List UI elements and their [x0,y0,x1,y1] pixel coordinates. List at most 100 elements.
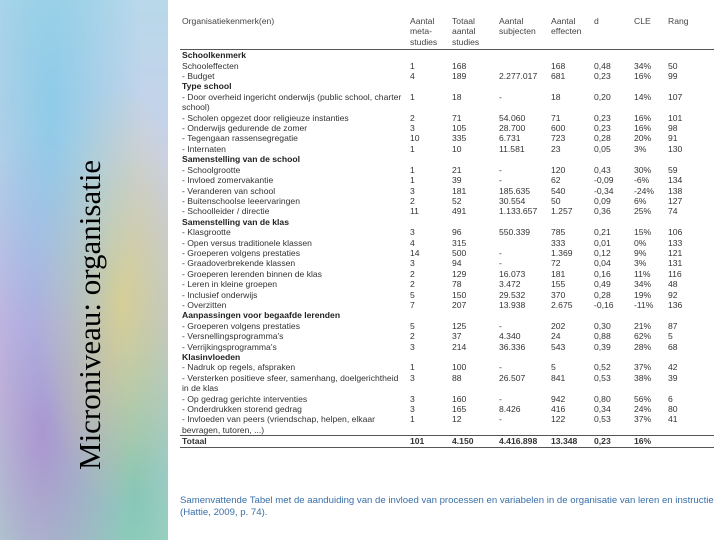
cell: 0,28 [594,289,611,300]
table-row: - Op gedrag gerichte interventies 3 160 - 94… [180,394,714,404]
cell: 0,53 [594,414,611,425]
column-header: Organisatiekenmerk(en) [182,16,275,26]
cell: 333 [551,237,566,248]
column-header: Aantal subjecten [499,16,536,37]
table-row: - Door overheid ingericht onderwijs (pub… [180,92,714,113]
cell: 74 [668,206,678,217]
cell: 28.700 [499,123,526,134]
cell: 3 [410,258,415,269]
cell: 38% [634,372,652,383]
cell: 10 [452,143,462,154]
cell: 9% [634,247,647,258]
row-label: - Internaten [182,143,226,154]
row-label: - Buitenschoolse leeervaringen [182,195,300,206]
cell: 2 [410,268,415,279]
cell: 2 [410,112,415,123]
cell: 0,36 [594,206,611,217]
cell: 416 [551,404,566,415]
row-label: - Open versus traditionele klassen [182,237,312,248]
row-label: Totaal [182,436,207,447]
cell: 68 [668,341,678,352]
cell: 4.150 [452,436,474,447]
cell: 78 [452,279,462,290]
table-row: - Verrijkingsprogramma's 3 214 36.336 543 0,3… [180,342,714,352]
row-label: - Budget [182,71,215,82]
cell: 3 [410,372,415,383]
row-label: - Groeperen volgens prestaties [182,247,300,258]
cell: 11% [634,268,651,279]
cell: 1 [410,414,415,425]
cell: 335 [452,133,467,144]
section-label: Schoolkenmerk [182,50,246,61]
cell: 5 [551,362,556,373]
cell: 25% [634,206,652,217]
cell: 16% [634,436,652,447]
table-row: - Scholen opgezet door religieuze instan… [180,113,714,123]
cell: 0,05 [594,143,611,154]
cell: 80 [668,404,678,415]
row-label: - Invloed zomervakantie [182,175,274,186]
cell: 87 [668,320,678,331]
cell: -11% [634,299,654,310]
column-header: Aantal effecten [551,16,582,37]
cell: 0,23 [594,123,611,134]
table: Organisatiekenmerk(en) Aantal meta-studie… [180,16,714,448]
cell: 71 [452,112,462,123]
row-label: - Klasgrootte [182,227,231,238]
cell: 96 [452,227,462,238]
section-row: Schoolkenmerk [180,50,714,61]
row-label: - Op gedrag gerichte interventies [182,393,308,404]
table-panel: Organisatiekenmerk(en) Aantal meta-studie… [170,10,718,540]
cell: 540 [551,185,566,196]
cell: 26.507 [499,372,526,383]
cell: 134 [668,175,683,186]
section-row: Type school [180,81,714,91]
cell: 0,12 [594,247,611,258]
cell: 500 [452,247,467,258]
cell: 88 [452,372,462,383]
row-label: - Schoolgrootte [182,164,241,175]
cell: 21% [634,320,652,331]
row-label: - Versnellingsprogramma's [182,331,284,342]
cell: 30% [634,164,652,175]
total-row: Totaal 101 4.150 4.416.898 13.348 0,23 16% [180,435,714,448]
table-row: - Versterken positieve sfeer, samenhang,… [180,373,714,394]
cell: 3 [410,393,415,404]
cell: 5 [410,320,415,331]
cell: - [499,164,502,175]
cell: -24% [634,185,655,196]
cell: 550.339 [499,227,531,238]
row-label: - Schoolleider / directie [182,206,270,217]
cell: 189 [452,71,467,82]
cell: 3% [634,258,647,269]
cell: 0,16 [594,268,611,279]
cell: 105 [452,123,467,134]
table-row: - Open versus traditionele klassen 4 315 33… [180,238,714,248]
cell: 24 [551,331,561,342]
cell: 0,21 [594,227,611,238]
column-header: Rang [668,16,689,26]
cell: 127 [668,195,683,206]
cell: 2 [410,195,415,206]
cell: 50 [551,195,561,206]
cell: 1 [410,143,415,154]
column-header: Totaal aantal studies [452,16,480,47]
cell: 150 [452,289,467,300]
cell: 207 [452,299,467,310]
cell: 1.369 [551,247,573,258]
table-row: - Schoolgrootte 1 21 - 120 0,43 30% 59 [180,165,714,175]
cell [497,238,549,248]
cell: 39 [668,372,678,383]
cell: 50 [668,60,678,71]
cell: 2 [410,331,415,342]
table-row: - Groeperen volgens prestaties 14 500 - 1.36… [180,248,714,258]
cell: 2.277.017 [499,71,538,82]
cell: 101 [668,112,683,123]
cell: - [499,393,502,404]
table-row: - Tegengaan rassensegregatie 10 335 6.731 72… [180,133,714,143]
cell: 3 [410,185,415,196]
row-label: - Leren in kleine groepen [182,279,278,290]
cell: -0,16 [594,299,614,310]
cell: 543 [551,341,566,352]
